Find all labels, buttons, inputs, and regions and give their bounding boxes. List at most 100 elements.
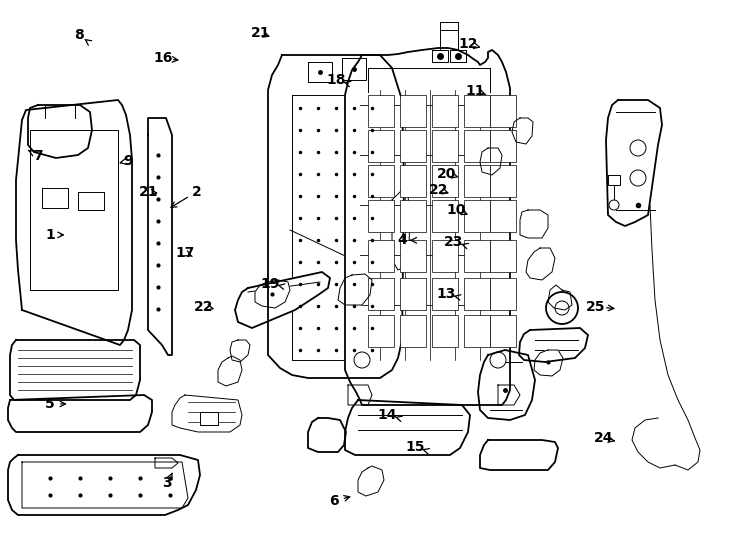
Circle shape	[546, 292, 578, 324]
Polygon shape	[519, 328, 588, 362]
Polygon shape	[148, 118, 172, 355]
Polygon shape	[230, 340, 250, 362]
Text: 10: 10	[447, 202, 466, 217]
Bar	[368, 165, 394, 197]
Polygon shape	[606, 100, 662, 226]
Text: 7: 7	[33, 148, 43, 163]
Bar	[432, 315, 458, 347]
Text: 9: 9	[123, 154, 134, 168]
Bar	[432, 95, 458, 127]
Bar	[490, 315, 516, 347]
Bar	[490, 130, 516, 162]
Bar	[432, 240, 458, 272]
Polygon shape	[480, 148, 502, 175]
Polygon shape	[480, 440, 558, 470]
Polygon shape	[478, 350, 535, 420]
Text: 22: 22	[429, 183, 448, 197]
Bar	[368, 315, 394, 347]
Text: 16: 16	[153, 51, 172, 65]
Bar	[490, 165, 516, 197]
Bar	[464, 95, 490, 127]
Polygon shape	[548, 285, 572, 310]
Polygon shape	[534, 350, 563, 376]
Text: 21: 21	[251, 26, 270, 40]
Bar	[464, 130, 490, 162]
Polygon shape	[28, 105, 92, 158]
Text: 15: 15	[405, 440, 424, 454]
Bar	[464, 165, 490, 197]
Text: 14: 14	[378, 408, 397, 422]
Polygon shape	[308, 62, 332, 82]
Bar	[400, 130, 426, 162]
Bar	[400, 200, 426, 232]
Bar	[368, 130, 394, 162]
Polygon shape	[358, 466, 384, 496]
Polygon shape	[342, 58, 366, 80]
Text: 4: 4	[397, 233, 407, 247]
Circle shape	[555, 301, 569, 315]
Polygon shape	[520, 210, 548, 238]
Bar	[464, 200, 490, 232]
Circle shape	[354, 352, 370, 368]
Polygon shape	[10, 340, 140, 400]
Bar	[464, 240, 490, 272]
Polygon shape	[432, 50, 448, 62]
Circle shape	[609, 200, 619, 210]
Polygon shape	[268, 55, 404, 378]
Polygon shape	[498, 385, 520, 405]
Polygon shape	[8, 395, 152, 432]
Text: 6: 6	[329, 494, 339, 508]
Text: 18: 18	[327, 73, 346, 87]
Bar	[490, 278, 516, 310]
Bar	[490, 240, 516, 272]
Text: 23: 23	[444, 235, 463, 249]
Polygon shape	[16, 100, 132, 345]
Bar	[400, 95, 426, 127]
Text: 5: 5	[45, 397, 55, 411]
Polygon shape	[78, 192, 104, 210]
Polygon shape	[172, 395, 242, 432]
Text: 17: 17	[175, 246, 195, 260]
Text: 22: 22	[195, 300, 214, 314]
Polygon shape	[235, 272, 330, 328]
Polygon shape	[308, 418, 346, 452]
Bar	[464, 315, 490, 347]
Polygon shape	[608, 175, 620, 185]
Polygon shape	[200, 412, 218, 425]
Polygon shape	[30, 130, 118, 290]
Text: 20: 20	[437, 167, 456, 181]
Bar	[400, 165, 426, 197]
Polygon shape	[345, 400, 470, 455]
Polygon shape	[512, 118, 533, 144]
Polygon shape	[450, 50, 466, 62]
Bar	[368, 240, 394, 272]
Bar	[400, 278, 426, 310]
Text: 25: 25	[586, 300, 606, 314]
Text: 2: 2	[192, 185, 202, 199]
Polygon shape	[345, 48, 510, 405]
Polygon shape	[22, 462, 188, 508]
Bar	[368, 278, 394, 310]
Text: 3: 3	[162, 476, 172, 490]
Bar	[400, 315, 426, 347]
Bar	[432, 200, 458, 232]
Polygon shape	[42, 188, 68, 208]
Polygon shape	[8, 455, 200, 515]
Bar	[400, 240, 426, 272]
Bar	[368, 95, 394, 127]
Polygon shape	[392, 190, 410, 270]
Text: 13: 13	[437, 287, 456, 301]
Text: 1: 1	[45, 228, 55, 242]
Bar	[432, 165, 458, 197]
Bar	[464, 278, 490, 310]
Polygon shape	[218, 356, 242, 386]
Text: 19: 19	[261, 276, 280, 291]
Circle shape	[490, 352, 506, 368]
Polygon shape	[338, 274, 372, 305]
Circle shape	[630, 170, 646, 186]
Polygon shape	[292, 95, 380, 360]
Text: 8: 8	[74, 28, 84, 42]
Text: 11: 11	[466, 84, 485, 98]
Polygon shape	[526, 248, 555, 280]
Text: 24: 24	[594, 431, 613, 446]
